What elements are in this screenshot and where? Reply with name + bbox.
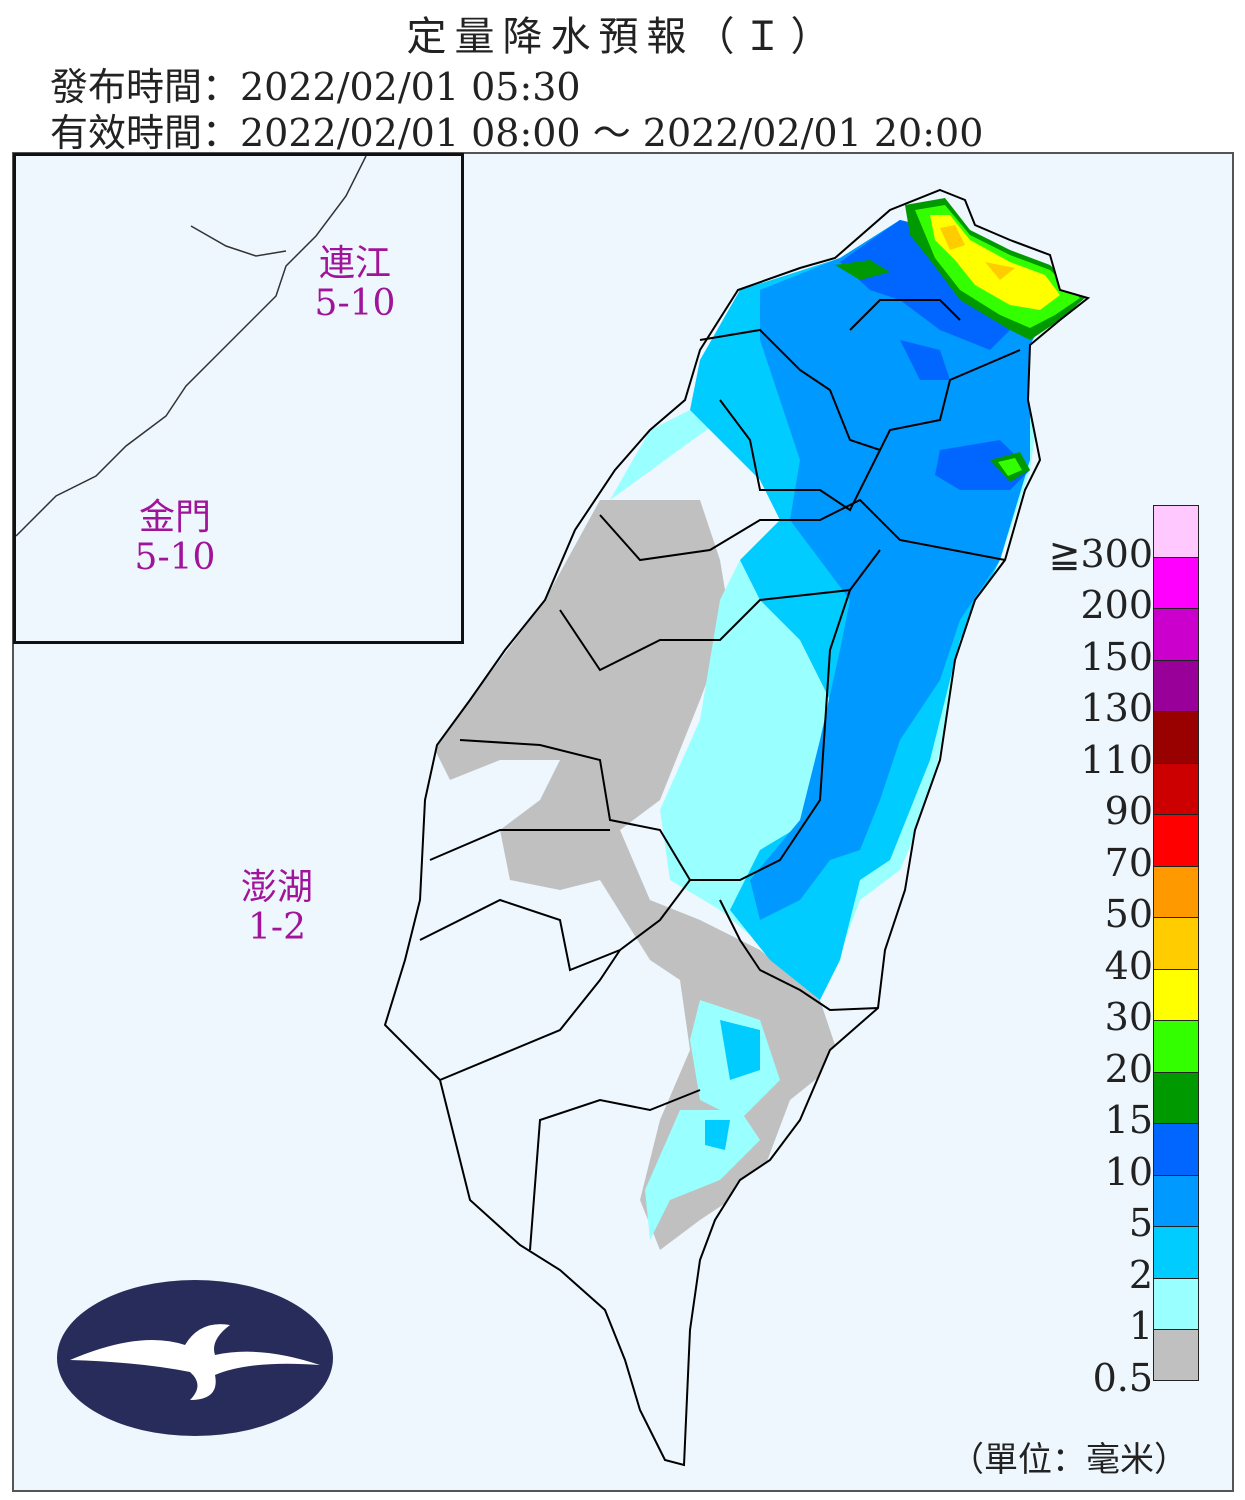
rain-40-50: [940, 225, 1015, 280]
valid-time: 有效時間：2022/02/01 08:00 ～ 2022/02/01 20:00: [50, 111, 984, 155]
legend-swatch: [1153, 505, 1199, 557]
legend-label: 50: [1104, 892, 1153, 936]
legend-label: 20: [1104, 1046, 1153, 1091]
legend-swatch: [1153, 1226, 1199, 1278]
legend-swatch: [1153, 1277, 1199, 1329]
legend-swatch: [1153, 968, 1199, 1020]
region-label-penghu: 澎湖 1-2: [232, 868, 322, 948]
legend-label: ≧300: [1048, 531, 1153, 576]
map-title: 定量降水預報（Ｉ）: [406, 14, 839, 60]
legend-label: 200: [1080, 583, 1153, 627]
legend-swatch: [1153, 1123, 1199, 1175]
region-value: 5-10: [134, 537, 216, 578]
legend-label: 2: [1128, 1252, 1153, 1297]
legend-swatch: [1153, 556, 1199, 608]
cwb-logo: [57, 1280, 333, 1436]
region-value: 1-2: [248, 907, 306, 948]
legend-label: 10: [1104, 1149, 1153, 1194]
legend-label: 150: [1080, 634, 1153, 679]
legend-swatch: [1153, 1071, 1199, 1123]
legend-swatch: [1153, 1329, 1199, 1381]
legend-swatch: [1153, 814, 1199, 866]
legend-label: 0.5: [1092, 1355, 1153, 1400]
rain-30-40: [930, 215, 1060, 310]
legend-swatch: [1153, 608, 1199, 660]
county-boundaries: [383, 188, 1091, 1467]
legend-label: 5: [1128, 1201, 1153, 1245]
region-value: 5-10: [314, 283, 396, 324]
region-name: 澎湖: [240, 867, 313, 908]
legend-swatch: [1153, 917, 1199, 969]
china-coastline: [15, 155, 367, 537]
color-legend: [1153, 505, 1199, 1381]
legend-swatch: [1153, 762, 1199, 814]
issue-time: 發布時間：2022/02/01 05:30: [50, 65, 581, 109]
region-label-kinmen: 金門 5-10: [130, 498, 220, 578]
legend-swatch: [1153, 659, 1199, 711]
region-label-lienchiang: 連江 5-10: [310, 244, 400, 324]
rain-5-10: [750, 220, 1060, 920]
taiwan-coastline: [383, 188, 1091, 1467]
legend-swatch: [1153, 1174, 1199, 1226]
legend-label: 40: [1104, 943, 1153, 988]
region-name: 連江: [318, 243, 391, 284]
legend-swatch: [1153, 1020, 1199, 1072]
legend-swatch: [1153, 865, 1199, 917]
unit-label: （單位：毫米）: [950, 1440, 1188, 1480]
legend-label: 130: [1080, 686, 1153, 730]
region-name: 金門: [138, 497, 211, 538]
legend-label: 1: [1128, 1304, 1153, 1348]
offshore-islands-inset: [13, 153, 464, 644]
legend-label: 110: [1080, 737, 1153, 782]
rainfall-shading: [385, 190, 1088, 1465]
legend-label: 90: [1104, 789, 1153, 833]
legend-label: 30: [1104, 995, 1153, 1039]
legend-label: 70: [1104, 840, 1153, 885]
legend-label: 15: [1104, 1098, 1153, 1142]
legend-swatch: [1153, 711, 1199, 763]
